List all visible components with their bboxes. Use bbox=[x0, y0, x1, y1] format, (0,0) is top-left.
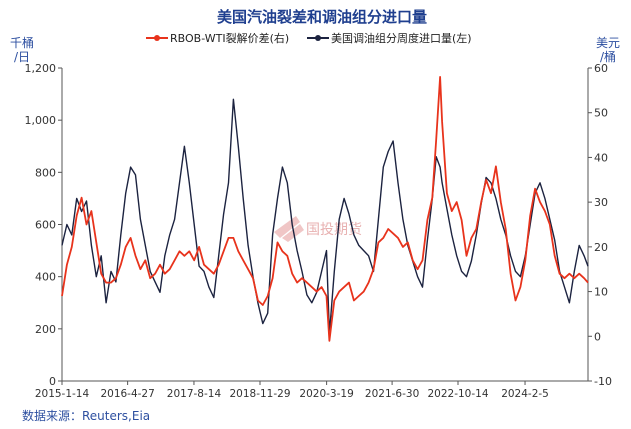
left-unit-line2: /日 bbox=[14, 50, 30, 64]
x-axis-tick-label: 2022-10-14 bbox=[427, 388, 488, 400]
series-line-crack-spread bbox=[61, 76, 589, 342]
x-axis-tick-label: 2018-11-29 bbox=[229, 388, 290, 400]
right-axis-tick-label: 40 bbox=[594, 151, 608, 164]
x-axis-tick-label: 2021-6-30 bbox=[365, 388, 419, 400]
watermark-logo bbox=[274, 216, 304, 242]
x-axis-tick-label: 2015-1-14 bbox=[35, 388, 90, 400]
right-unit-line1: 美元 bbox=[596, 36, 620, 50]
axes: 0 200 400 600 800 1,000 1,200 -10 0 10 20 30 40 50 60 2… bbox=[25, 62, 612, 400]
watermark-text: 国投期货 bbox=[306, 221, 362, 238]
right-axis-tick-label: 20 bbox=[594, 241, 608, 254]
right-axis-tick-label: -10 bbox=[594, 375, 612, 388]
series-line-blending-imports bbox=[61, 98, 589, 335]
legend-marker-right-series bbox=[154, 35, 160, 41]
legend-label-left-series: 美国调油组分周度进口量(左) bbox=[331, 31, 472, 45]
right-axis-tick-label: 10 bbox=[594, 286, 608, 299]
x-axis-tick-label: 2016-4-27 bbox=[100, 388, 154, 400]
left-axis-tick-label: 600 bbox=[35, 219, 56, 232]
left-axis-tick-label: 0 bbox=[49, 375, 56, 388]
right-axis-tick-label: 30 bbox=[594, 196, 608, 209]
left-axis-tick-label: 200 bbox=[35, 323, 56, 336]
x-axis-tick-label: 2020-3-19 bbox=[299, 388, 353, 400]
left-axis-tick-label: 400 bbox=[35, 271, 56, 284]
legend-marker-left-series bbox=[315, 35, 321, 41]
right-axis-tick-label: 0 bbox=[594, 330, 601, 343]
left-axis-tick-label: 800 bbox=[35, 166, 56, 179]
left-axis-tick-label: 1,200 bbox=[25, 62, 57, 75]
chart-title: 美国汽油裂差和调油组分进口量 bbox=[217, 8, 427, 26]
x-axis-tick-label: 2017-8-14 bbox=[167, 388, 222, 400]
left-unit-line1: 千桶 bbox=[10, 35, 34, 50]
legend-label-right-series: RBOB-WTI裂解价差(右) bbox=[170, 31, 289, 45]
x-axis-tick-label: 2024-2-5 bbox=[501, 388, 549, 400]
watermark: 国投期货 bbox=[274, 216, 362, 242]
legend: RBOB-WTI裂解价差(右) 美国调油组分周度进口量(左) bbox=[146, 31, 472, 45]
source-note: 数据来源：Reuters,Eia bbox=[22, 408, 150, 423]
right-unit-line2: /桶 bbox=[600, 49, 616, 64]
plot-lines bbox=[61, 76, 589, 342]
right-axis-tick-label: 60 bbox=[594, 62, 608, 75]
right-axis-tick-label: 50 bbox=[594, 107, 608, 120]
left-axis-tick-label: 1,000 bbox=[25, 114, 57, 127]
